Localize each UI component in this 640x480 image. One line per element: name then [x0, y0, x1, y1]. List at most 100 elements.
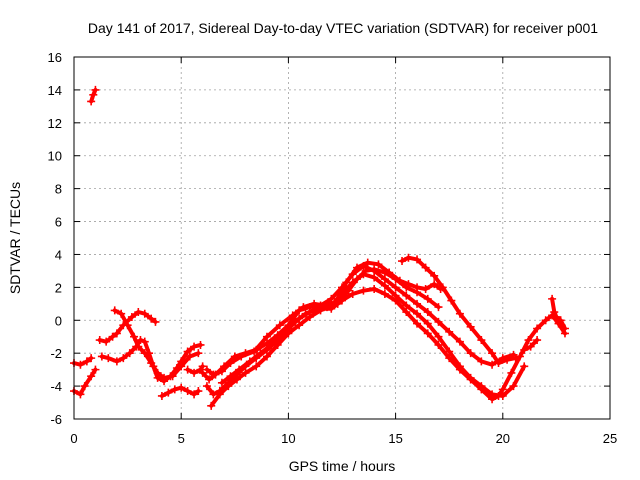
data-point [385, 268, 394, 277]
data-point [183, 387, 192, 396]
data-point [256, 349, 265, 358]
data-point [190, 390, 199, 399]
data-point [151, 317, 160, 326]
data-point [395, 276, 404, 285]
data-point [560, 324, 569, 333]
series-line [72, 356, 94, 367]
data-point [391, 283, 400, 292]
data-point [438, 283, 447, 292]
data-point [494, 359, 503, 368]
data-point [157, 391, 166, 400]
data-point [552, 312, 561, 321]
data-point [183, 365, 192, 374]
data-point [413, 309, 422, 318]
data-point [541, 316, 550, 325]
data-point [104, 354, 113, 363]
y-tick-label: 4 [55, 247, 62, 262]
data-point [177, 383, 186, 392]
data-point [380, 289, 389, 298]
data-point [252, 362, 261, 371]
data-point [404, 280, 413, 289]
data-point [134, 308, 143, 317]
y-tick-label: 10 [48, 149, 62, 164]
data-point [275, 321, 284, 330]
data-point [374, 260, 383, 269]
data-point [217, 367, 226, 376]
data-point [466, 322, 475, 331]
y-tick-label: 8 [55, 182, 62, 197]
y-tick-label: -4 [50, 379, 62, 394]
data-point [140, 309, 149, 318]
data-point [196, 340, 205, 349]
data-point [488, 360, 497, 369]
data-point [267, 340, 276, 349]
data-point [477, 336, 486, 345]
data-point [533, 324, 542, 333]
data-point [533, 336, 542, 345]
data-point [87, 354, 96, 363]
series-track-15 [548, 294, 569, 333]
data-point [413, 255, 422, 264]
data-point [185, 352, 194, 361]
data-point [320, 301, 329, 310]
data-point [97, 352, 106, 361]
data-point [342, 278, 351, 287]
data-point [477, 382, 486, 391]
data-point [301, 309, 310, 318]
data-point [130, 332, 139, 341]
y-tick-label: -2 [50, 346, 62, 361]
data-point [550, 308, 559, 317]
data-point [149, 362, 158, 371]
data-point [280, 329, 289, 338]
data-point [515, 352, 524, 361]
data-point [434, 303, 443, 312]
data-point [331, 298, 340, 307]
series-line [185, 364, 205, 375]
data-point [194, 387, 203, 396]
data-point [520, 362, 529, 371]
x-tick-label: 5 [178, 431, 185, 446]
data-point [262, 352, 271, 361]
data-point [402, 291, 411, 300]
data-point [108, 332, 117, 341]
data-point [520, 345, 529, 354]
series-track-6 [97, 336, 205, 386]
data-point [526, 342, 535, 351]
data-point [466, 349, 475, 358]
data-point [82, 357, 91, 366]
data-point [241, 368, 250, 377]
data-point [299, 303, 308, 312]
data-point [524, 336, 533, 345]
data-point [353, 275, 362, 284]
data-point [421, 263, 430, 272]
x-tick-label: 10 [281, 431, 295, 446]
data-point [224, 382, 233, 391]
data-point [290, 317, 299, 326]
data-point [136, 336, 145, 345]
data-point [112, 329, 121, 338]
data-point [430, 280, 439, 289]
y-tick-label: 12 [48, 116, 62, 131]
data-point [237, 352, 246, 361]
data-point [556, 316, 565, 325]
data-point [76, 360, 85, 369]
data-point [91, 365, 100, 374]
data-point [498, 391, 507, 400]
data-point [404, 253, 413, 262]
data-point [145, 349, 154, 358]
data-point [91, 85, 100, 94]
data-point [215, 390, 224, 399]
y-tick-label: 16 [48, 50, 62, 65]
data-point [353, 263, 362, 272]
data-point [87, 97, 96, 106]
data-point [503, 355, 512, 364]
data-point [477, 357, 486, 366]
x-tick-label: 0 [70, 431, 77, 446]
series-track-14 [398, 253, 520, 368]
data-point [226, 359, 235, 368]
data-point [112, 357, 121, 366]
data-point [423, 308, 432, 317]
data-point [177, 357, 186, 366]
data-point [232, 375, 241, 384]
data-point [488, 390, 497, 399]
